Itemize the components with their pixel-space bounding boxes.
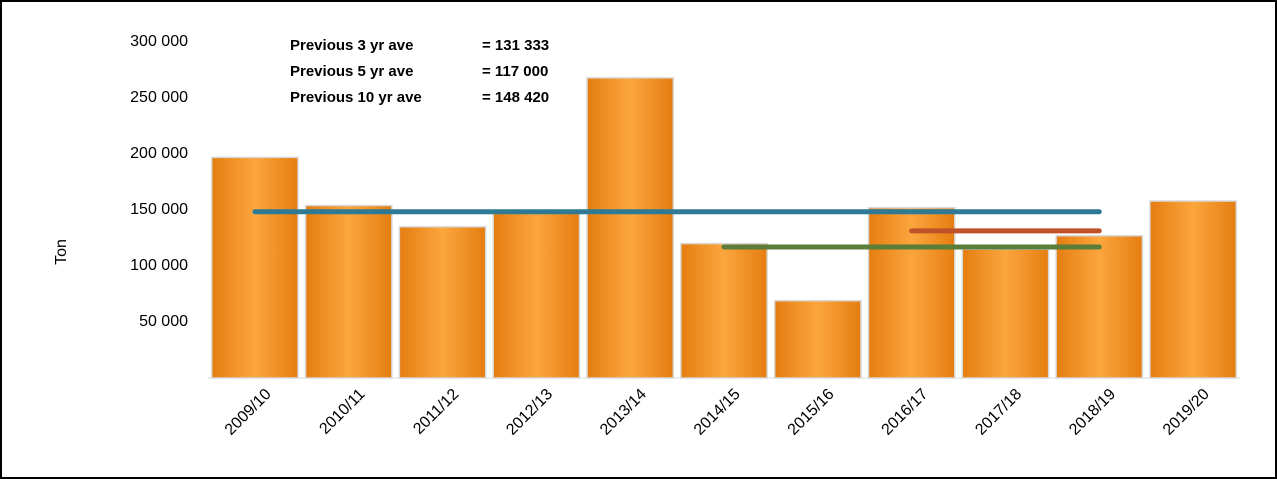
y-tick-label: 300 000 (130, 33, 188, 50)
bar (867, 207, 956, 379)
legend-value: = 117 000 (482, 63, 548, 80)
legend-value: = 131 333 (482, 37, 549, 54)
y-tick-label: 100 000 (130, 257, 188, 274)
y-tick-label: 200 000 (130, 145, 188, 162)
y-tick-label: 50 000 (139, 313, 188, 330)
bar (1149, 200, 1237, 379)
bar (773, 299, 862, 379)
bar (586, 77, 675, 379)
bar (304, 204, 393, 379)
bar (1055, 235, 1144, 379)
legend-name: Previous 3 yr ave (290, 37, 413, 54)
bar (492, 211, 581, 379)
y-axis-label: Ton (53, 239, 70, 265)
bar (398, 226, 487, 379)
y-tick-label: 250 000 (130, 89, 188, 106)
bar (680, 242, 768, 379)
legend-value: = 148 420 (482, 89, 549, 106)
bar (961, 248, 1050, 379)
bar (211, 156, 299, 379)
y-tick-label: 150 000 (130, 201, 188, 218)
legend-name: Previous 10 yr ave (290, 89, 422, 106)
legend-name: Previous 5 yr ave (290, 63, 413, 80)
